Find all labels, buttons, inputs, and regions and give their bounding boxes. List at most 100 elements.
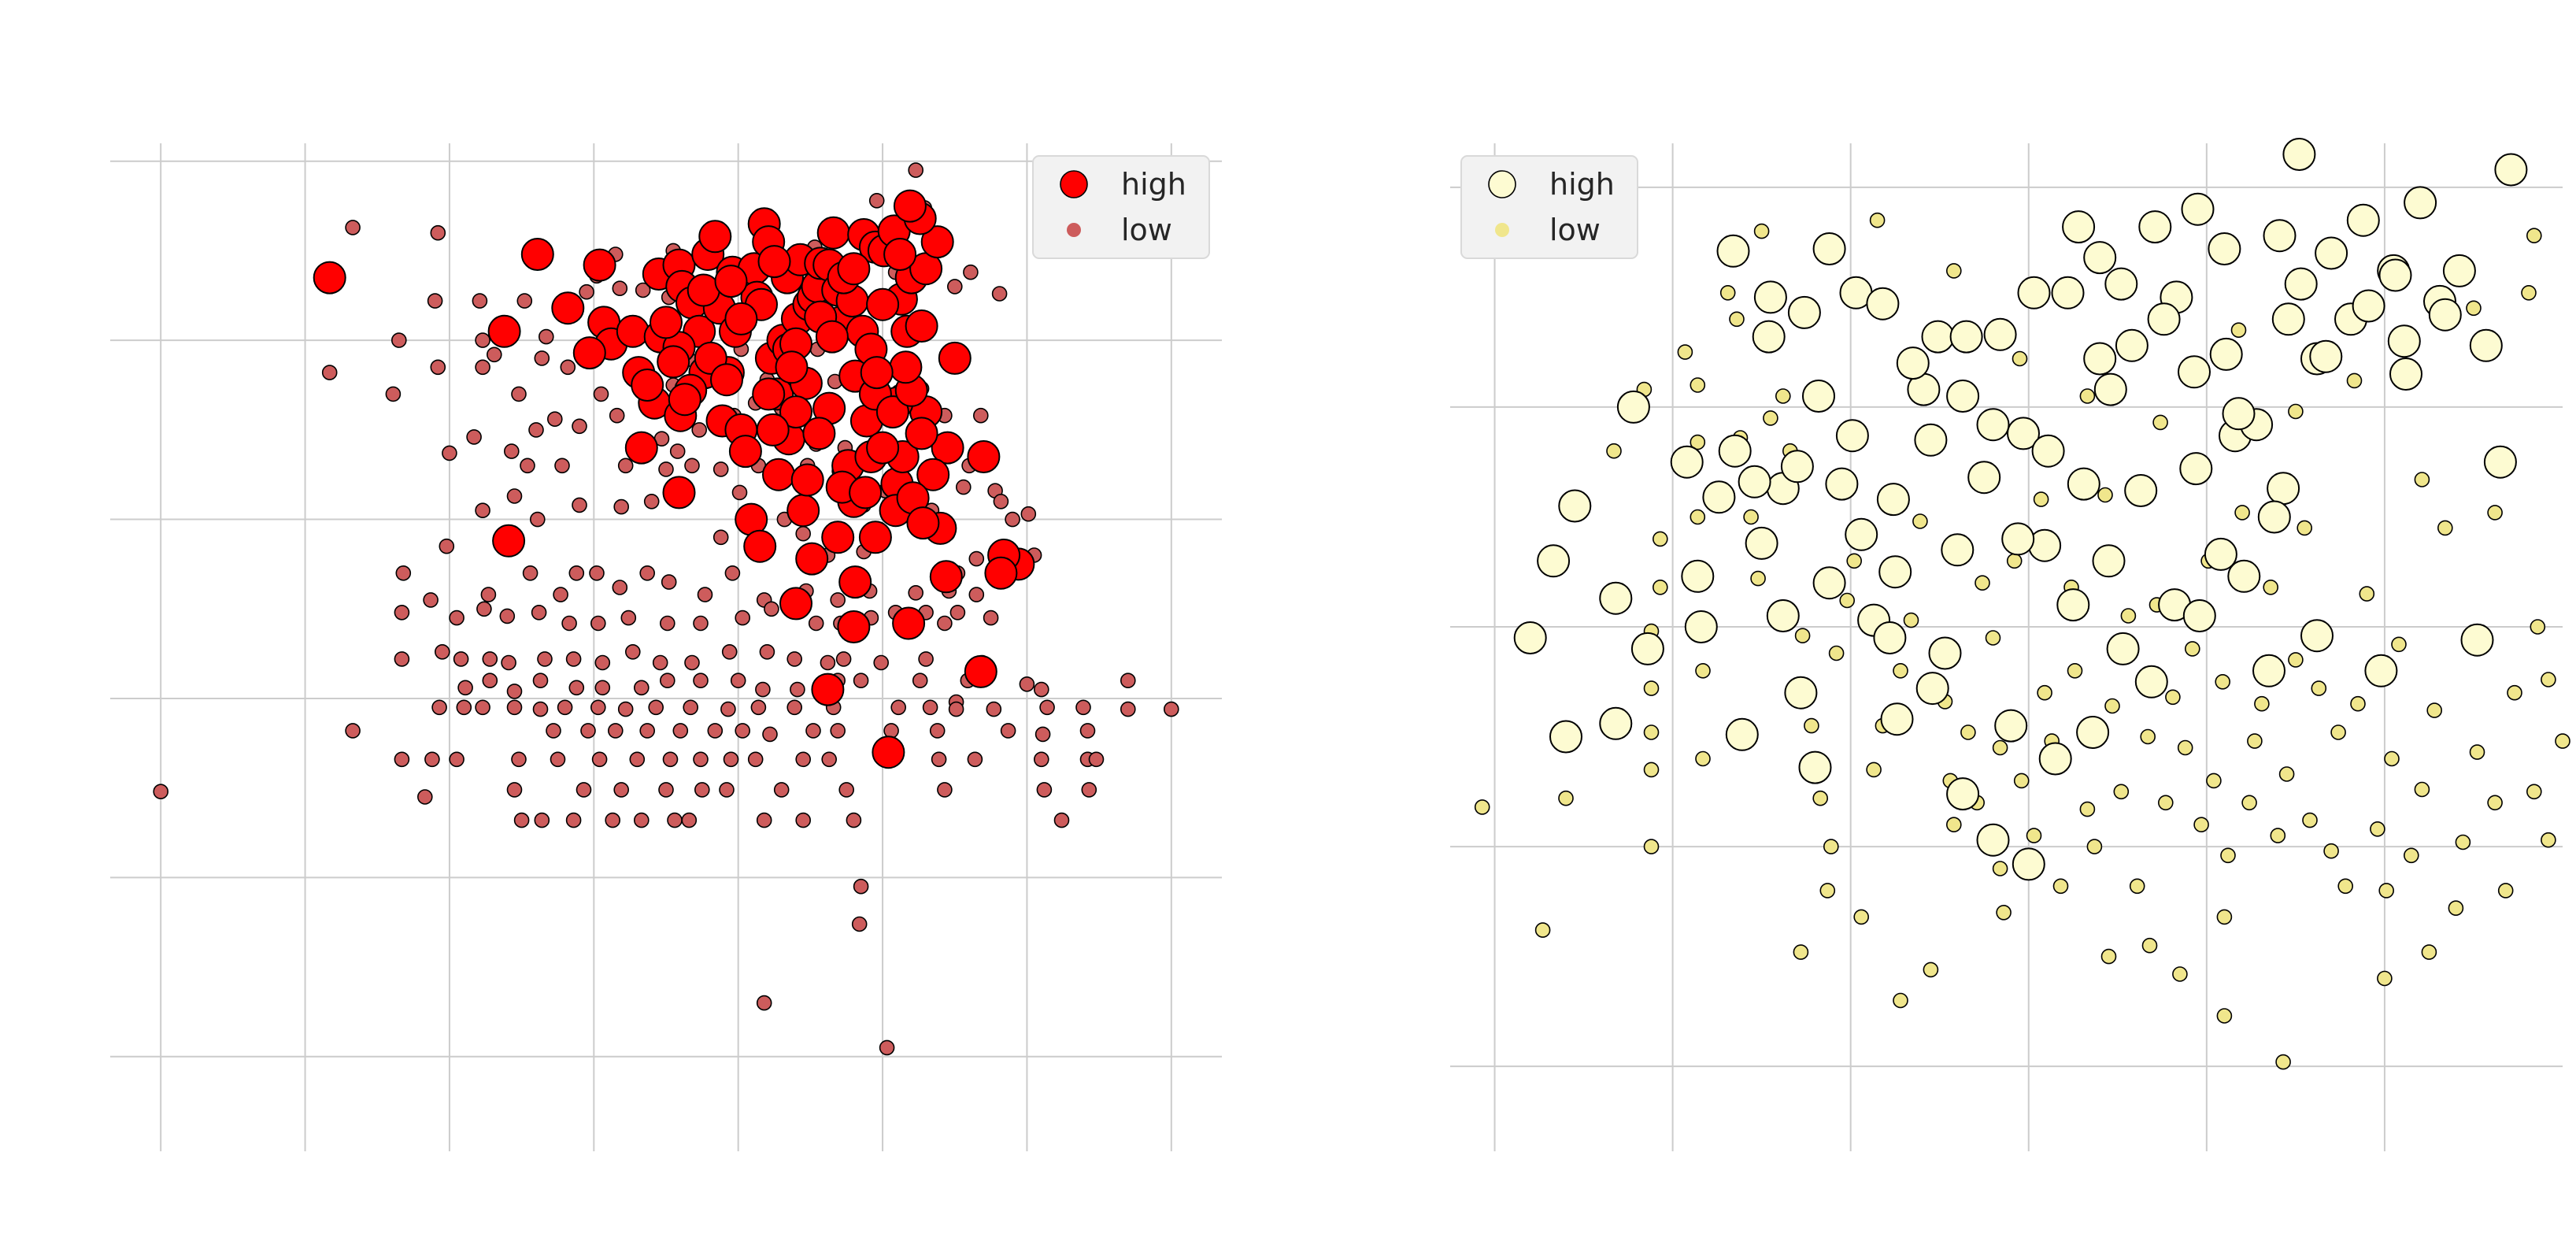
point-high [2031, 434, 2065, 468]
point-low [2012, 350, 2028, 367]
point-low [475, 502, 490, 519]
left-legend: high low [1032, 155, 1210, 259]
point-high [1752, 320, 1786, 354]
point-high [883, 238, 917, 271]
point-low [2497, 883, 2514, 899]
point-low [590, 699, 606, 716]
point-low [949, 604, 966, 621]
point-high [1537, 544, 1571, 578]
point-low [2526, 784, 2542, 800]
point-low [968, 550, 985, 567]
point-high [2494, 153, 2528, 187]
point-high [2147, 302, 2181, 336]
point-low [394, 651, 410, 667]
point-low [2487, 505, 2503, 521]
point-high [786, 494, 820, 528]
point-low [730, 673, 746, 689]
point-low [633, 680, 650, 696]
point-low [442, 445, 457, 461]
point-high [967, 440, 1001, 473]
point-low [2288, 652, 2304, 668]
point-low [838, 782, 854, 798]
point-high [1921, 320, 1955, 354]
point-high [2062, 210, 2096, 244]
point-high [2284, 267, 2318, 301]
point-low [747, 751, 764, 768]
point-low [723, 751, 739, 768]
point-high [892, 606, 926, 640]
point-low [805, 723, 821, 739]
point-low [2263, 579, 2278, 595]
right-legend: high low [1460, 155, 1638, 259]
point-low [2216, 909, 2233, 925]
point-high [984, 556, 1018, 590]
point-high [889, 350, 923, 384]
point-low [683, 699, 699, 716]
point-high [2124, 474, 2158, 507]
point-high [1946, 380, 1980, 413]
point-high [2267, 472, 2300, 506]
point-high [1702, 480, 1736, 514]
point-high [2442, 254, 2476, 287]
point-low [2177, 739, 2193, 756]
point-high [2017, 276, 2051, 309]
point-high [2227, 559, 2261, 593]
point-low [624, 643, 641, 660]
point-high [2378, 258, 2412, 292]
point-low [2100, 948, 2117, 965]
point-low [522, 565, 539, 581]
point-low [506, 488, 523, 504]
point-low [629, 751, 646, 768]
point-high [2364, 654, 2398, 687]
point-low [756, 995, 772, 1011]
point-low [731, 484, 748, 501]
point-low [1643, 680, 1660, 696]
point-low [1946, 817, 1962, 832]
point-high [2346, 203, 2380, 237]
point-high [858, 521, 892, 554]
point-high [1915, 672, 1949, 706]
point-high [815, 320, 849, 354]
point-low [1846, 553, 1862, 569]
point-low [511, 386, 527, 402]
point-low [879, 1039, 895, 1056]
point-high [931, 431, 964, 465]
point-high [2007, 417, 2040, 450]
point-low [808, 615, 824, 632]
point-low [1804, 717, 1819, 734]
point-low [2337, 878, 2353, 895]
point-low [658, 461, 674, 477]
point-low [2140, 728, 2156, 745]
point-low [1690, 509, 1706, 525]
point-low [2323, 843, 2339, 859]
point-low [345, 723, 361, 739]
point-low [648, 699, 664, 716]
point-low [786, 699, 803, 716]
point-high [1787, 295, 1821, 329]
point-high [1630, 632, 1664, 665]
point-low [434, 643, 450, 660]
point-high [2352, 289, 2385, 323]
point-low [639, 723, 656, 739]
point-high [802, 417, 836, 450]
point-low [929, 723, 946, 739]
point-low [681, 812, 698, 828]
point-low [721, 643, 738, 660]
point-low [568, 680, 585, 696]
point-low [430, 359, 446, 376]
point-low [1088, 751, 1105, 768]
point-low [2026, 828, 2042, 843]
point-low [750, 699, 767, 716]
point-low [2216, 1008, 2233, 1024]
point-high [313, 261, 346, 295]
point-high [779, 395, 812, 429]
point-low [572, 418, 587, 435]
point-low [724, 565, 741, 581]
point-high [743, 529, 777, 563]
point-low [2086, 839, 2103, 854]
point-high [920, 225, 954, 259]
point-low [2152, 414, 2168, 431]
point-high [1878, 555, 1912, 589]
point-low [593, 386, 609, 402]
point-high [2179, 452, 2213, 486]
